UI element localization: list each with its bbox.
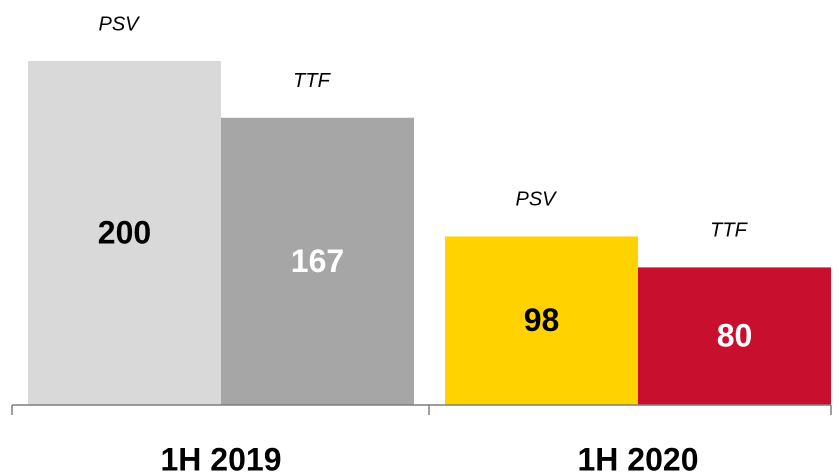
series-label: PSV: [98, 13, 140, 35]
series-label: TTF: [710, 220, 748, 242]
value-label: 200: [98, 214, 151, 250]
value-label: 80: [717, 318, 753, 354]
x-tick-label: 1H 2020: [578, 441, 699, 475]
bar: [445, 236, 638, 405]
bar: [28, 61, 221, 405]
bar: [221, 117, 414, 405]
x-tick-label: 1H 2019: [161, 441, 282, 475]
series-label: TTF: [293, 70, 331, 92]
series-label: PSV: [515, 189, 557, 211]
value-label: 167: [291, 243, 344, 279]
value-label: 98: [524, 302, 560, 338]
bar: [638, 267, 831, 405]
